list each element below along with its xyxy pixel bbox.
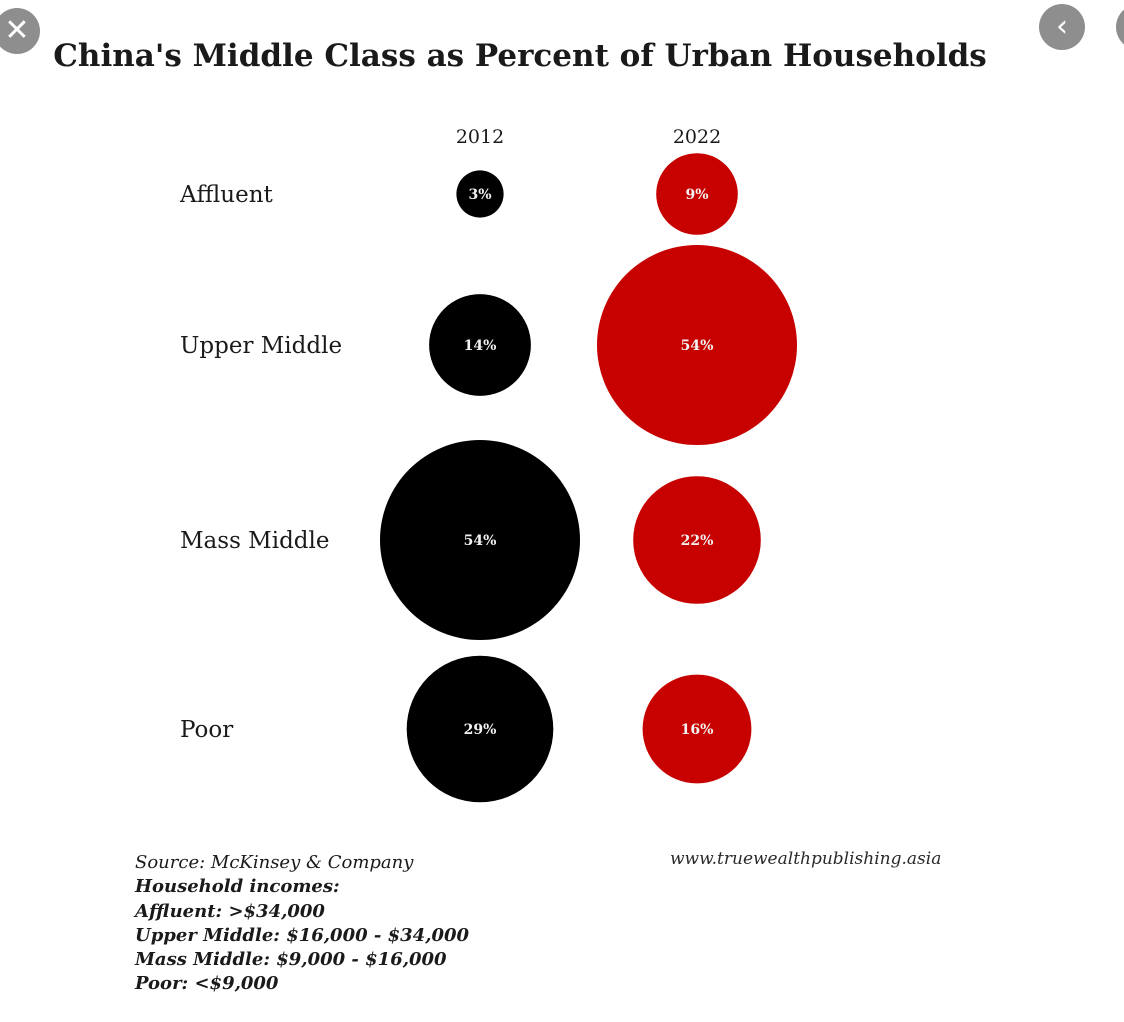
- bubble-label-2022-upper-middle: 54%: [681, 338, 714, 354]
- income-upper-middle: Upper Middle: $16,000 - $34,000: [135, 925, 470, 946]
- bubble-label-2012-upper-middle: 14%: [464, 338, 497, 354]
- back-button[interactable]: ‹: [1039, 4, 1085, 50]
- bubble-2012-poor: [406, 655, 554, 803]
- close-icon: ✕: [4, 13, 30, 48]
- bubble-2022-mass-middle: [633, 476, 761, 604]
- income-poor: Poor: <$9,000: [135, 973, 279, 994]
- bubble-2022-upper-middle: [597, 245, 797, 445]
- category-label-upper-middle: Upper Middle: [180, 333, 342, 359]
- next-button[interactable]: [1116, 4, 1124, 50]
- chevron-left-icon: ‹: [1056, 9, 1068, 44]
- income-affluent: Affluent: >$34,000: [135, 901, 325, 922]
- bubble-label-2022-mass-middle: 22%: [681, 533, 714, 549]
- bubble-2022-affluent: [656, 153, 738, 235]
- category-label-affluent: Affluent: [179, 182, 274, 208]
- bubble-2012-upper-middle: [429, 294, 531, 396]
- bubble-2012-affluent: [456, 170, 504, 218]
- bubble-label-2022-affluent: 9%: [685, 187, 708, 203]
- chart-title: China's Middle Class as Percent of Urban…: [53, 38, 987, 74]
- category-label-poor: Poor: [180, 717, 233, 743]
- bubble-label-2012-poor: 29%: [464, 722, 497, 738]
- close-button[interactable]: ✕: [0, 8, 40, 54]
- bubble-2012-mass-middle: [380, 440, 580, 640]
- source-note: Source: McKinsey & Company: [135, 852, 414, 873]
- column-header-2012: 2012: [456, 126, 504, 148]
- website-url: www.truewealthpublishing.asia: [670, 849, 942, 869]
- category-label-mass-middle: Mass Middle: [180, 528, 330, 554]
- column-header-2022: 2022: [673, 126, 721, 148]
- income-mass-middle: Mass Middle: $9,000 - $16,000: [135, 949, 447, 970]
- bubble-label-2012-affluent: 3%: [468, 187, 491, 203]
- bubble-chart: 2012 2022 Affluent Upper Middle Mass Middle P…: [179, 126, 797, 803]
- bubble-label-2012-mass-middle: 54%: [464, 533, 497, 549]
- bubble-label-2022-poor: 16%: [681, 722, 714, 738]
- bubble-2022-poor: [642, 674, 752, 784]
- income-header: Household incomes:: [135, 876, 340, 897]
